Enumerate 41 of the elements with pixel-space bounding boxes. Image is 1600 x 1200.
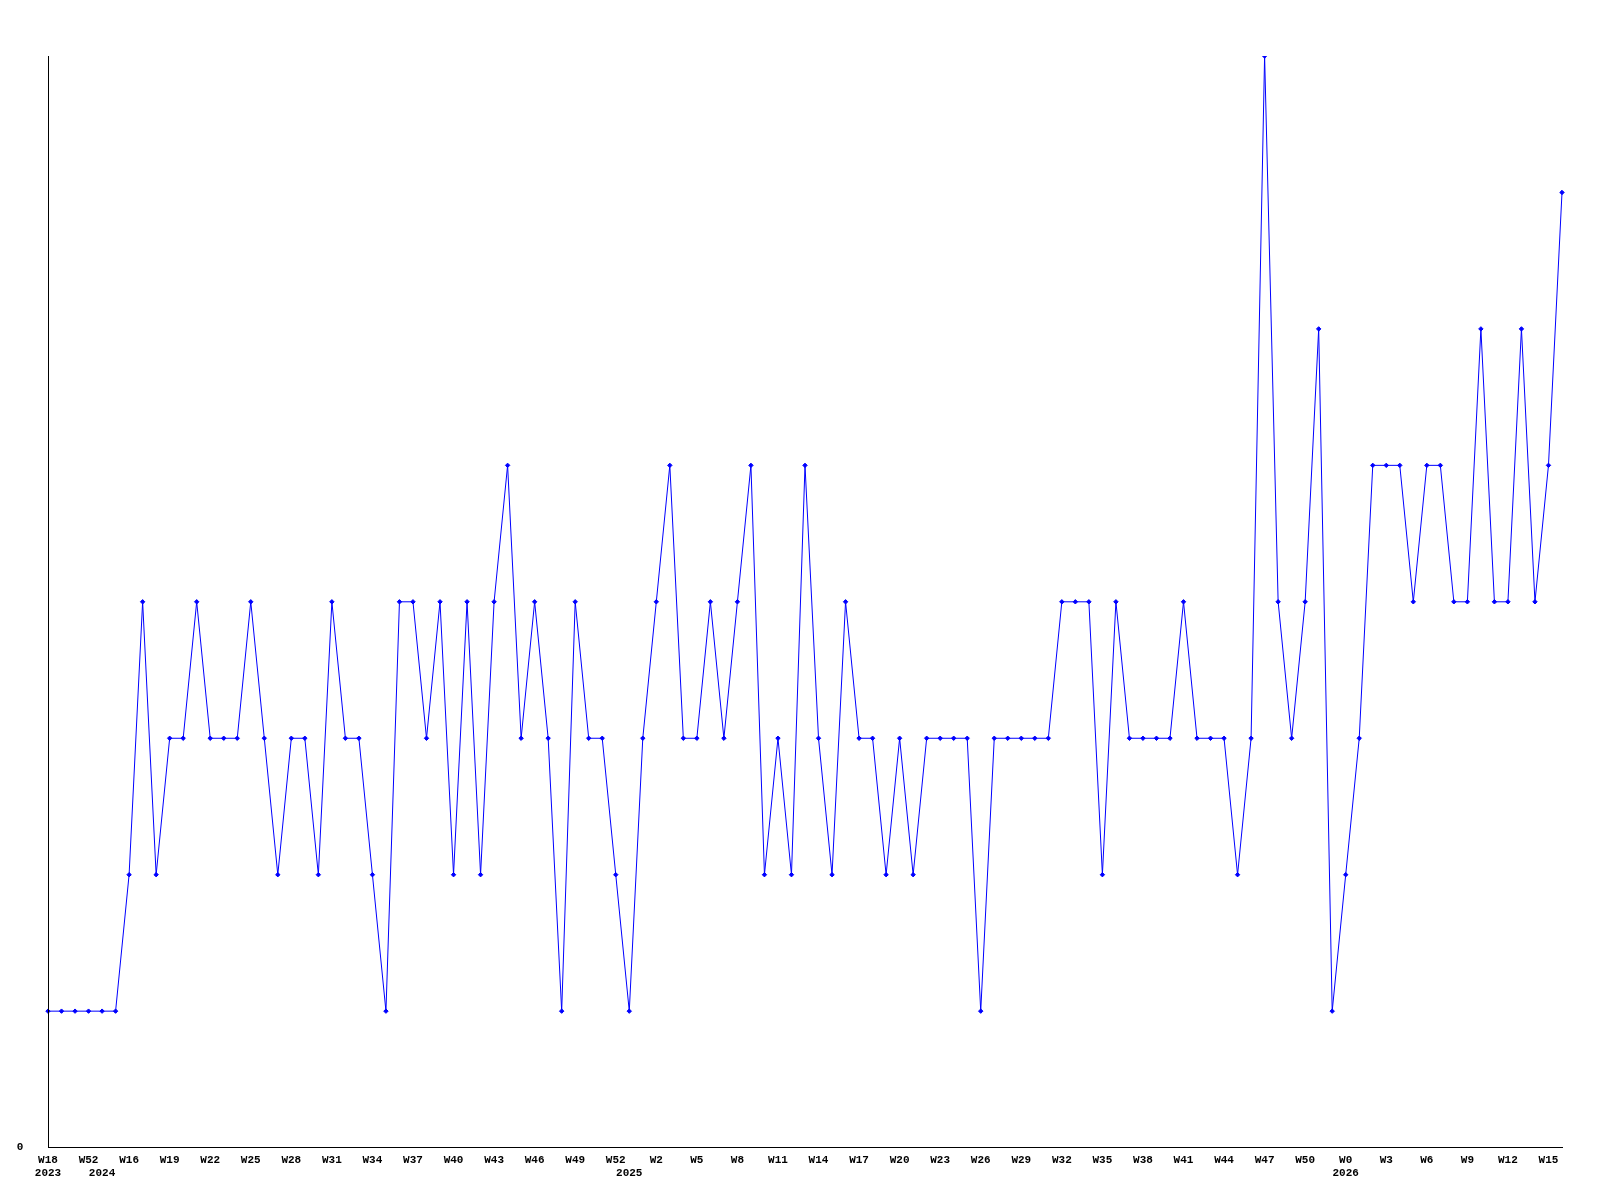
- x-tick-label: W31: [321, 1153, 343, 1166]
- x-tick-label: W15: [1538, 1153, 1559, 1166]
- x-tick-label: W19: [159, 1153, 180, 1166]
- x-tick-label: W26: [970, 1153, 991, 1166]
- x-tick-label: W50: [1295, 1153, 1316, 1166]
- x-tick-label: W52: [605, 1153, 626, 1166]
- x-tick-label: W40: [443, 1153, 464, 1166]
- x-tick-label: W18 2023: [34, 1153, 62, 1180]
- x-tick-label: W20: [889, 1153, 910, 1166]
- x-tick-label: W41: [1173, 1153, 1194, 1166]
- x-tick-label: W9: [1460, 1153, 1474, 1166]
- x-tick-label: W5: [690, 1153, 704, 1166]
- x-tick-label: W46: [524, 1153, 545, 1166]
- x-tick-label: W2: [649, 1153, 663, 1166]
- x-tick-label: W6: [1420, 1153, 1434, 1166]
- x-tick-label: W29: [1011, 1153, 1032, 1166]
- x-tick-label: W22: [200, 1153, 221, 1166]
- x-tick-label: W0 2026: [1332, 1153, 1359, 1180]
- x-tick-label: W37: [403, 1153, 423, 1166]
- x-tick-label: 2025: [616, 1167, 643, 1180]
- x-tick-label: W35: [1092, 1153, 1113, 1166]
- x-tick-label: 2024: [88, 1167, 116, 1180]
- x-tick-label: W47: [1254, 1153, 1275, 1166]
- x-tick-label: W16: [119, 1153, 140, 1166]
- x-tick-label: W23: [930, 1153, 951, 1166]
- x-tick-label: W44: [1214, 1153, 1235, 1166]
- x-tick-label: W3: [1379, 1153, 1394, 1166]
- x-tick-label: W8: [730, 1153, 745, 1166]
- x-tick-label: W17: [849, 1153, 869, 1166]
- x-tick-label: W32: [1051, 1153, 1072, 1166]
- x-tick-label: W25: [240, 1153, 262, 1166]
- x-tick-label: W49: [565, 1153, 586, 1166]
- x-tick-label: W28: [281, 1153, 302, 1166]
- x-tick-label: W12: [1498, 1153, 1518, 1166]
- x-tick-label: W38: [1133, 1153, 1154, 1166]
- x-tick-label: W34: [362, 1153, 383, 1166]
- x-tick-label: W52: [78, 1153, 99, 1166]
- x-tick-label: W43: [484, 1153, 505, 1166]
- x-tick-label: W11: [768, 1153, 789, 1166]
- text: 0: [16, 1141, 24, 1154]
- x-tick-label: W14: [808, 1153, 829, 1166]
